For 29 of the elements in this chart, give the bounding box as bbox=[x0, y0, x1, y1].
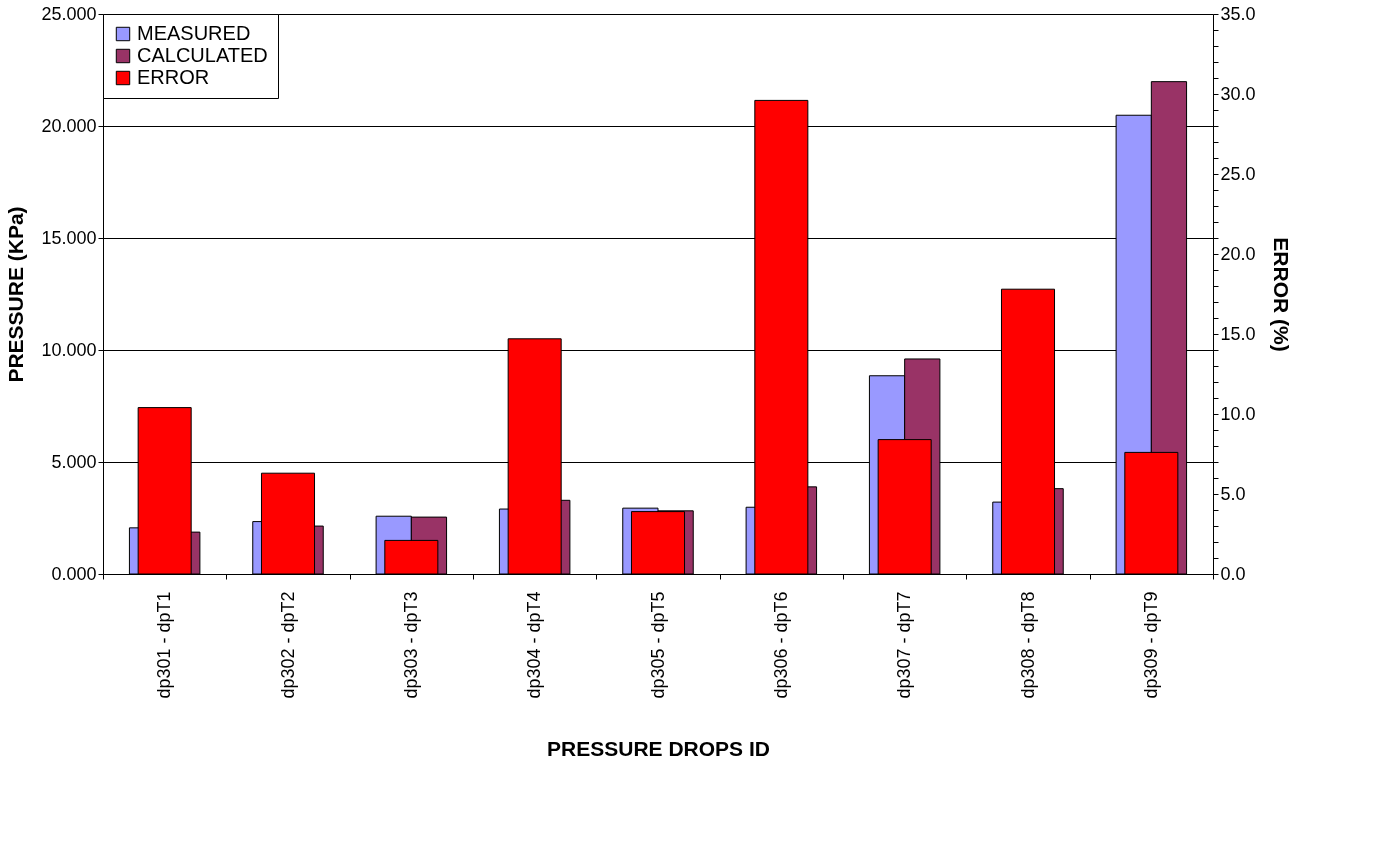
y2-tick-label: 5.0 bbox=[1220, 483, 1246, 504]
x-tick-label: dp303 - dpT3 bbox=[400, 591, 421, 699]
legend-label: MEASURED bbox=[137, 22, 251, 44]
y-tick-label: 20.000 bbox=[41, 115, 97, 136]
y-axis-title: PRESSURE (KPa) bbox=[4, 206, 28, 383]
legend-label: CALCULATED bbox=[137, 44, 268, 66]
y-tick-label: 10.000 bbox=[41, 339, 97, 360]
y2-tick-label: 25.0 bbox=[1220, 163, 1256, 184]
x-tick-label: dp304 - dpT4 bbox=[524, 591, 545, 699]
y-tick-label: 15.000 bbox=[41, 227, 97, 248]
y2-tick-label: 35.0 bbox=[1220, 3, 1256, 24]
x-tick-label: dp307 - dpT7 bbox=[894, 591, 915, 699]
y-tick-label: 5.000 bbox=[51, 451, 97, 472]
y2-tick-label: 15.0 bbox=[1220, 323, 1256, 344]
x-tick-label: dp305 - dpT5 bbox=[647, 591, 668, 699]
x-axis-title: PRESSURE DROPS ID bbox=[547, 736, 770, 760]
y2-tick-label: 20.0 bbox=[1220, 243, 1256, 264]
y-tick-label: 25.000 bbox=[41, 3, 97, 24]
y-tick-label: 0.000 bbox=[51, 563, 97, 584]
y2-axis-title: ERROR (%) bbox=[1269, 237, 1293, 352]
x-tick-label: dp309 - dpT9 bbox=[1140, 591, 1161, 699]
x-tick-label: dp308 - dpT8 bbox=[1017, 591, 1038, 699]
y2-tick-label: 30.0 bbox=[1220, 83, 1256, 104]
x-tick-label: dp301 - dpT1 bbox=[154, 591, 175, 699]
y2-tick-label: 0.0 bbox=[1220, 563, 1246, 584]
y2-tick-label: 10.0 bbox=[1220, 403, 1256, 424]
x-tick-label: dp302 - dpT2 bbox=[277, 591, 298, 699]
x-tick-label: dp306 - dpT6 bbox=[770, 591, 791, 699]
legend-label: ERROR bbox=[137, 66, 210, 88]
